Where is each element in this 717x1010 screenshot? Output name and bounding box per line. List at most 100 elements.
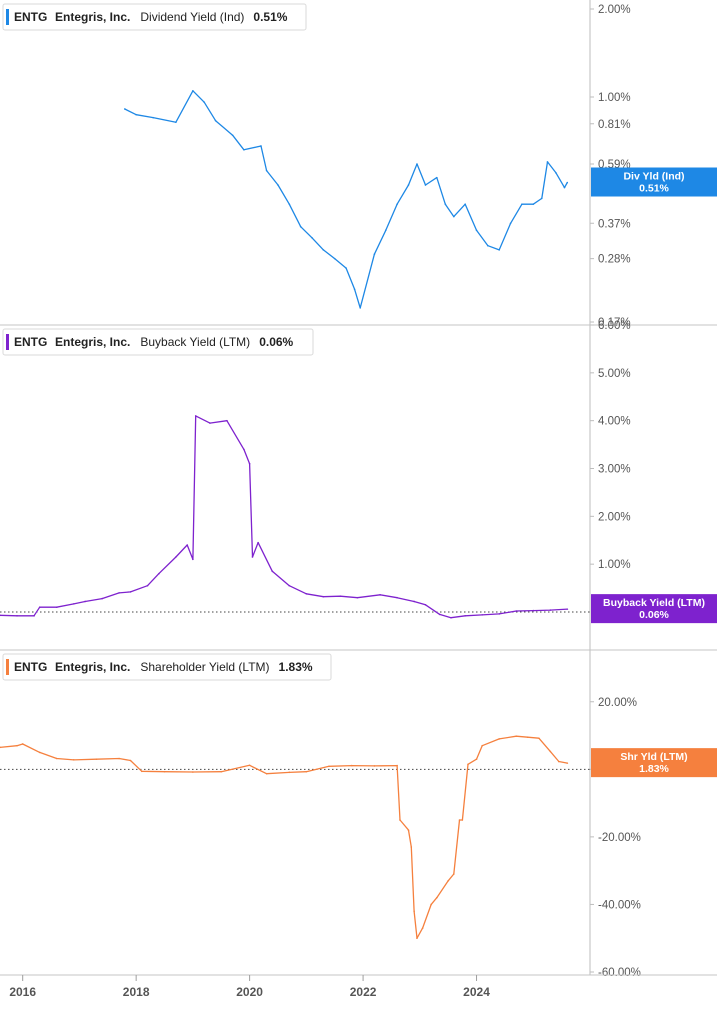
shareholder-yield-point [248,764,251,767]
dividend-yield-point [540,197,543,200]
dividend-yield-point [566,181,569,184]
buyback-yield-point [0,614,1,617]
shareholder-yield-panel: 20.00%0.00%-20.00%-40.00%-60.00%ENTGEnte… [0,649,717,979]
buyback-yield-point [566,608,569,610]
x-tick-label: 2024 [463,985,490,999]
dividend-yield-point [521,203,523,205]
shareholder-yield-point [416,937,418,940]
shareholder-yield-point [549,750,552,753]
company-label: Entegris, Inc. [55,660,130,674]
buyback-yield-point [515,610,518,612]
dividend-yield-point [453,215,455,218]
buyback-yield-point [424,604,427,606]
buyback-yield-point [84,600,86,603]
dividend-yield-point [288,203,291,205]
shareholder-yield-point [55,757,58,760]
x-tick-label: 2018 [123,985,150,999]
buyback-yield-point [226,419,228,422]
x-tick-label: 2022 [350,985,377,999]
shareholder-yield-point [373,765,376,767]
dividend-yield-point [424,184,427,186]
shareholder-yield-point [410,846,413,848]
shareholder-yield-point [447,879,449,882]
badge-value: 0.51% [639,183,669,195]
shareholder-yield-point [515,735,518,738]
metric-label: Shareholder Yield (LTM) [140,660,269,674]
y-tick-label: 5.00% [598,368,631,380]
shareholder-yield-point [192,771,194,773]
shareholder-yield-point [399,819,401,821]
shareholder-yield-point [350,764,353,767]
y-tick-label: 6.00% [598,320,631,332]
series-color-marker [6,9,9,25]
dividend-yield-point [152,116,154,119]
dividend-yield-point [231,134,234,137]
buyback-yield-point [288,584,291,587]
dividend-yield-point [353,288,356,291]
shareholder-yield-point [436,896,438,899]
dividend-yield-panel: 2.00%1.00%0.81%0.59%0.37%0.28%0.17%ENTG E… [2,3,717,329]
dividend-yield-point [299,225,302,228]
buyback-yield-panel: 6.00% 5.00% 4.00% 3.00% 2.00% 1.00% ENTG Entegr… [0,320,717,624]
current-value-label: 0.51% [253,10,287,24]
shareholder-yield-point [461,819,464,821]
dividend-yield-point [373,253,376,255]
dividend-yield-point [359,307,362,309]
y-tick-label: -60.00% [598,967,641,979]
y-tick-label: -20.00% [598,832,641,844]
x-tick-label: 2020 [236,985,263,999]
dividend-yield-point [322,249,325,251]
dividend-yield-point [175,121,177,124]
dividend-yield-point [345,267,347,269]
badge-value: 1.83% [639,763,669,775]
y-tick-label: 0.37% [598,218,631,230]
series-header-box [2,3,307,31]
shareholder-yield-point [118,757,120,760]
buyback-yield-point [438,613,441,616]
shareholder-yield-point [38,751,41,754]
current-value-label: 0.06% [259,335,293,349]
buyback-yield-point [464,615,466,617]
shareholder-yield-point [129,759,132,762]
x-tick-label: 2016 [9,985,36,999]
dividend-yield-point [407,184,410,186]
badge-title: Shr Yld (LTM) [620,751,687,763]
buyback-yield-point [175,556,177,558]
shareholder-yield-point [95,758,98,760]
buyback-yield-series-line [0,415,568,619]
buyback-yield-point [186,544,189,546]
y-tick-label: 1.00% [598,559,631,571]
shareholder-yield-point [163,770,166,773]
ticker-label: ENTG [14,10,47,24]
shareholder-yield-point [467,763,469,766]
y-tick-label: 0.81% [598,119,631,131]
shareholder-yield-point [413,910,415,912]
buyback-yield-point [194,415,197,417]
buyback-yield-point [549,609,552,611]
shareholder-yield-point [557,760,560,763]
badge-title: Div Yld (Ind) [623,171,684,183]
shareholder-yield-point [265,772,268,775]
dividend-yield-point [416,163,418,165]
dividend-yield-point [436,176,438,179]
buyback-yield-point [33,615,35,617]
shareholder-yield-point [0,746,1,749]
buyback-yield-point [305,593,308,595]
buyback-yield-point [38,606,41,609]
badge-value: 0.06% [639,609,669,621]
current-value-badge [591,167,717,197]
buyback-yield-point [243,448,245,451]
series-header-box [2,328,314,356]
shareholder-yield-point [430,903,432,906]
shareholder-yield-series-line [0,735,568,939]
current-value-badge [591,748,717,778]
shareholder-yield-point [566,762,569,764]
dividend-yield-series-line [124,90,568,309]
shareholder-yield-point [396,764,398,767]
dividend-yield-point [243,148,245,151]
dividend-yield-point [277,184,279,186]
dividend-yield-point [444,203,447,205]
buyback-yield-point [498,613,501,615]
shareholder-yield-point [526,736,529,739]
